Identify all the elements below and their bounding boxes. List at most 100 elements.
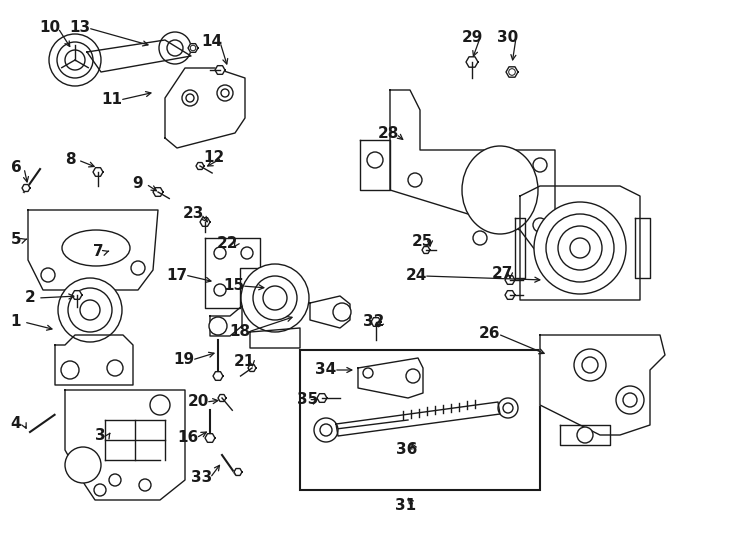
Text: 29: 29 [461,30,483,45]
Circle shape [498,398,518,418]
Circle shape [314,418,338,442]
Circle shape [503,403,513,413]
Polygon shape [371,318,381,326]
Circle shape [182,90,198,106]
Polygon shape [65,390,185,500]
Polygon shape [28,210,158,290]
Text: 3: 3 [95,429,105,443]
Polygon shape [218,395,226,401]
Text: 2: 2 [25,291,35,306]
Text: 16: 16 [178,430,199,445]
Circle shape [131,261,145,275]
Text: 8: 8 [65,152,76,167]
Polygon shape [248,364,256,372]
Circle shape [150,395,170,415]
Polygon shape [196,163,204,170]
Circle shape [533,158,547,172]
Polygon shape [505,275,515,285]
Circle shape [473,231,487,245]
Polygon shape [505,291,515,299]
Circle shape [367,152,383,168]
Text: 4: 4 [11,416,21,431]
Circle shape [80,300,100,320]
Circle shape [623,393,637,407]
Circle shape [57,42,93,78]
Text: 22: 22 [217,237,239,252]
Circle shape [320,424,332,436]
Circle shape [577,427,593,443]
Polygon shape [506,67,518,77]
Text: 12: 12 [203,151,225,165]
Text: 14: 14 [201,35,222,50]
Circle shape [574,349,606,381]
Text: 7: 7 [92,245,103,260]
Circle shape [58,278,122,342]
Polygon shape [93,167,103,177]
Polygon shape [360,140,390,190]
Polygon shape [515,218,525,278]
Circle shape [533,218,547,232]
Text: 19: 19 [173,353,195,368]
Text: 13: 13 [70,21,90,36]
Circle shape [109,474,121,486]
Polygon shape [165,68,245,148]
Text: 21: 21 [233,354,255,369]
Text: 10: 10 [40,21,61,36]
Circle shape [570,238,590,258]
Polygon shape [215,66,225,75]
Circle shape [616,386,644,414]
Circle shape [408,173,422,187]
Circle shape [186,94,194,102]
Polygon shape [390,90,555,250]
Circle shape [49,34,101,86]
Text: 18: 18 [230,325,250,340]
Text: 9: 9 [133,177,143,192]
Circle shape [68,288,112,332]
Circle shape [41,268,55,282]
Polygon shape [540,335,665,435]
Polygon shape [422,247,430,253]
Polygon shape [317,394,327,402]
Polygon shape [188,44,198,52]
Circle shape [363,368,373,378]
Polygon shape [210,306,242,336]
Circle shape [65,447,101,483]
Circle shape [406,369,420,383]
Circle shape [214,247,226,259]
Polygon shape [336,402,500,436]
Polygon shape [72,291,82,299]
Ellipse shape [62,230,130,266]
Polygon shape [466,57,478,67]
Text: 11: 11 [101,92,123,107]
Polygon shape [22,185,30,192]
Circle shape [263,286,287,310]
Circle shape [94,484,106,496]
Circle shape [253,276,297,320]
Circle shape [65,50,85,70]
Circle shape [107,360,123,376]
Circle shape [139,479,151,491]
Circle shape [546,214,614,282]
Circle shape [61,361,79,379]
Text: 17: 17 [167,267,188,282]
Text: 20: 20 [187,395,208,409]
Text: 6: 6 [10,160,21,176]
Text: 23: 23 [182,206,204,221]
Text: 35: 35 [297,393,319,408]
Polygon shape [358,358,423,398]
Polygon shape [55,335,133,385]
Text: 36: 36 [396,442,418,457]
Polygon shape [205,238,260,308]
Circle shape [241,247,253,259]
Text: 31: 31 [396,498,417,514]
Text: 26: 26 [479,327,501,341]
Polygon shape [560,425,610,445]
Polygon shape [205,434,215,442]
Polygon shape [635,218,650,278]
Polygon shape [520,186,640,300]
Polygon shape [87,40,191,72]
Text: 33: 33 [192,470,213,485]
Circle shape [209,317,227,335]
Circle shape [217,85,233,101]
Circle shape [241,264,309,332]
